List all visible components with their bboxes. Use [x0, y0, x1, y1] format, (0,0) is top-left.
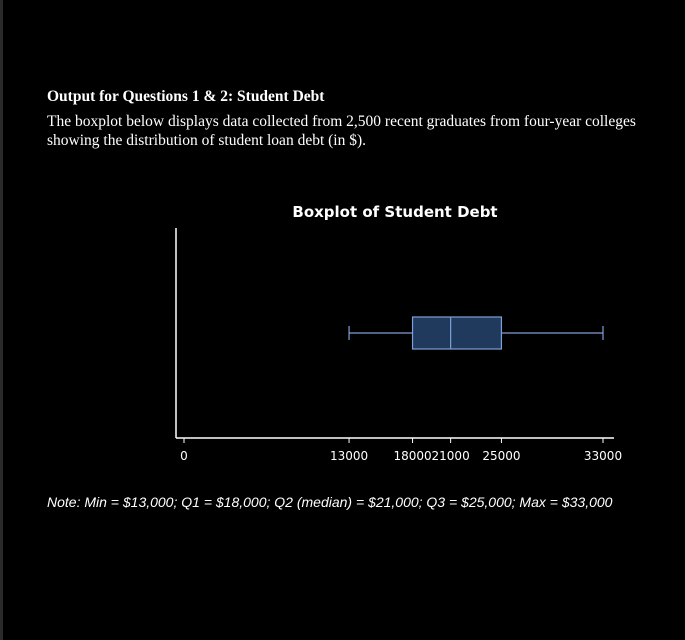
- section-heading: Output for Questions 1 & 2: Student Debt: [47, 88, 325, 105]
- boxplot-group: [348, 316, 604, 350]
- x-tick-label: 25000: [482, 449, 520, 463]
- x-tick-label: 21000: [432, 449, 470, 463]
- x-tick-label: 13000: [330, 449, 368, 463]
- boxplot-chart: Boxplot of Student Debt 0 13000 18000 21000…: [175, 203, 622, 463]
- x-tick-label: 0: [180, 449, 188, 463]
- summary-note: Note: Min = $13,000; Q1 = $18,000; Q2 (m…: [47, 494, 613, 510]
- x-axis-ticks: 0 13000 18000 21000 25000 33000: [180, 438, 622, 463]
- interquartile-box: [411, 316, 503, 350]
- left-edge-border: [0, 0, 3, 640]
- x-tick-label: 18000: [393, 449, 431, 463]
- chart-title: Boxplot of Student Debt: [292, 203, 497, 221]
- x-tick-label: 33000: [584, 449, 622, 463]
- description-text: The boxplot below displays data collecte…: [47, 113, 636, 149]
